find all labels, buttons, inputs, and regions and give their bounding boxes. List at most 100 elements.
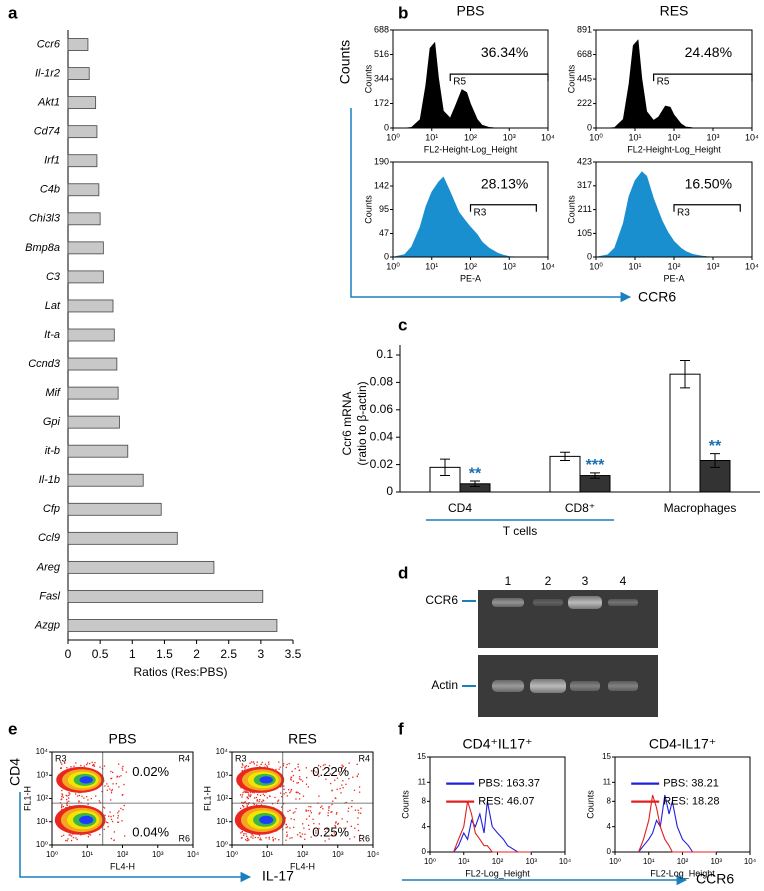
- event-dot: [110, 790, 113, 792]
- event-dot: [75, 762, 77, 764]
- event-dot: [313, 770, 315, 772]
- event-dot: [336, 788, 338, 790]
- event-dot: [324, 830, 326, 833]
- event-dot: [261, 800, 263, 803]
- significance-label: **: [469, 465, 482, 482]
- event-dot: [345, 783, 347, 786]
- quadrant-name: R4: [358, 753, 370, 763]
- event-dot: [70, 839, 73, 842]
- x-tick-label: 10⁴: [745, 261, 759, 271]
- event-dot: [322, 764, 325, 766]
- chart-title: RES: [660, 3, 689, 19]
- x-tick-label: 10⁰: [609, 857, 621, 866]
- event-dot: [315, 830, 317, 832]
- x-axis-label: FL2-Height-Log_Height: [424, 144, 518, 154]
- event-dot: [68, 792, 70, 794]
- gate-percent: 16.50%: [685, 176, 732, 192]
- event-dot: [248, 839, 250, 841]
- x-tick-label: 10¹: [628, 261, 641, 271]
- event-dot: [285, 792, 287, 794]
- event-dot: [268, 795, 271, 797]
- event-dot: [357, 817, 359, 819]
- event-dot: [307, 786, 309, 788]
- x-tick-label: 2.5: [220, 647, 237, 661]
- bar: [67, 357, 118, 371]
- event-dot: [281, 795, 283, 798]
- event-dot: [308, 815, 311, 817]
- event-dot: [244, 801, 247, 803]
- event-dot: [106, 789, 108, 791]
- bar: [67, 67, 90, 80]
- event-dot: [241, 796, 243, 798]
- x-tick-label: CD4: [448, 501, 472, 515]
- histogram-area: [392, 176, 548, 258]
- event-dot: [113, 839, 115, 841]
- event-dot: [65, 794, 67, 797]
- event-dot: [308, 805, 310, 808]
- event-dot: [70, 766, 72, 768]
- bar: [67, 38, 89, 51]
- event-dot: [116, 775, 119, 777]
- event-dot: [252, 761, 255, 763]
- event-dot: [329, 773, 331, 775]
- y-tick-label: Cd74: [34, 126, 60, 138]
- y-tick-label: 10²: [36, 794, 48, 803]
- event-dot: [272, 838, 274, 841]
- y-tick-label: Azgp: [34, 619, 60, 631]
- y-tick-label: 0: [607, 847, 612, 856]
- event-dot: [356, 763, 358, 765]
- x-tick-label: 10²: [492, 857, 504, 866]
- y-tick-label: 4: [607, 822, 612, 831]
- event-dot: [342, 780, 344, 782]
- event-dot: [259, 794, 262, 797]
- event-dot: [334, 826, 337, 828]
- event-dot: [255, 804, 258, 806]
- gate-percent: 24.48%: [685, 44, 732, 60]
- event-dot: [118, 786, 120, 788]
- event-dot: [281, 785, 283, 787]
- event-dot: [290, 776, 293, 779]
- legend-label: PBS: 163.37: [478, 778, 540, 790]
- event-dot: [60, 798, 62, 801]
- bar: [67, 241, 104, 255]
- x-tick-label: 10²: [667, 261, 680, 271]
- event-dot: [88, 833, 90, 836]
- y-tick-label: 344: [374, 73, 389, 83]
- event-dot: [310, 811, 313, 814]
- row-label: CCR6: [425, 593, 458, 607]
- event-dot: [298, 778, 301, 780]
- error-bar: [590, 472, 600, 479]
- y-tick-label: 891: [577, 24, 592, 34]
- event-dot: [343, 827, 345, 829]
- event-dot: [354, 809, 357, 811]
- gate-name: R3: [474, 207, 487, 218]
- event-dot: [292, 780, 295, 782]
- event-dot: [313, 822, 315, 825]
- event-dot: [241, 770, 243, 772]
- event-dot: [256, 793, 259, 796]
- event-dot: [274, 796, 276, 799]
- event-dot: [66, 798, 68, 801]
- event-dot: [60, 762, 62, 764]
- event-dot: [284, 817, 287, 819]
- group-y-label: Counts: [337, 40, 353, 84]
- event-dot: [279, 766, 281, 768]
- event-dot: [117, 812, 119, 814]
- event-dot: [330, 782, 332, 785]
- event-dot: [76, 795, 79, 797]
- event-dot: [347, 810, 349, 812]
- event-dot: [244, 791, 246, 794]
- x-axis-label: FL2-Log_Height: [465, 868, 530, 878]
- event-dot: [259, 798, 261, 801]
- event-dot: [299, 832, 301, 834]
- event-dot: [327, 814, 329, 817]
- event-dot: [357, 773, 360, 775]
- event-dot: [332, 800, 334, 802]
- event-dot: [272, 840, 274, 842]
- bar: [67, 328, 115, 342]
- event-dot: [297, 791, 299, 794]
- event-dot: [335, 821, 337, 823]
- event-dot: [286, 834, 288, 836]
- event-dot: [122, 765, 124, 768]
- event-dot: [99, 766, 101, 768]
